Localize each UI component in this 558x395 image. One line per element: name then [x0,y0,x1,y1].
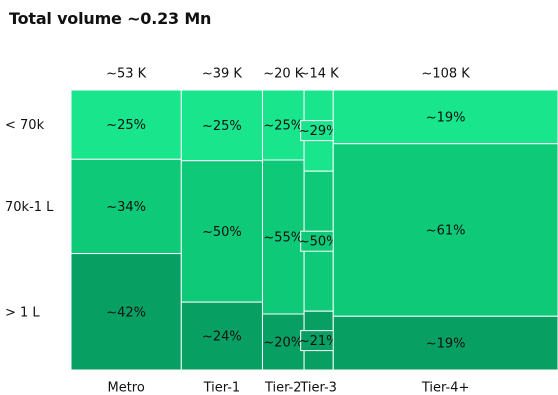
chart-title: Total volume ~0.23 Mn [9,9,212,28]
segment-tier4-2 [332,315,558,371]
segment-tier1-1 [180,160,263,303]
segment-value-label: ~25% [202,119,242,134]
column-total-label: ~14 K [299,67,340,82]
column-total-label: ~20 K [263,67,304,82]
segment-value-label: ~19% [426,110,466,125]
segment-value-label: ~25% [106,118,146,133]
x-tick-label: Tier-2 [264,381,302,395]
segment-value-label: ~50% [202,225,242,240]
segment-value-label: ~29% [299,124,339,139]
x-tick-label: Tier-4+ [421,381,470,395]
segment-value-label: ~61% [426,224,466,239]
segment-value-label: ~50% [299,235,339,250]
column-total-label: ~108 K [421,67,470,82]
row-label: < 70k [5,118,45,133]
segment-value-label: ~21% [299,334,339,349]
row-label: 70k-1 L [5,200,54,215]
column-total-label: ~39 K [202,67,243,82]
x-tick-label: Metro [107,381,144,395]
segment-value-label: ~24% [202,330,242,345]
segment-tier2-2 [261,313,305,371]
segment-value-label: ~20% [263,336,303,351]
segment-value-label: ~34% [106,200,146,215]
segment-tier2-1 [261,159,305,315]
segment-tier4-0 [332,89,558,145]
segment-value-label: ~25% [263,119,303,134]
segment-value-label: ~42% [106,305,146,320]
segment-value-label: ~55% [263,231,303,246]
segment-value-label: ~19% [426,337,466,352]
segment-tier1-2 [180,301,263,371]
x-tick-label: Tier-3 [299,381,337,395]
row-label: > 1 L [5,305,40,320]
column-total-label: ~53 K [106,67,147,82]
segment-tier4-1 [332,143,558,317]
x-tick-label: Tier-1 [203,381,241,395]
segment-tier2-0 [261,89,305,161]
